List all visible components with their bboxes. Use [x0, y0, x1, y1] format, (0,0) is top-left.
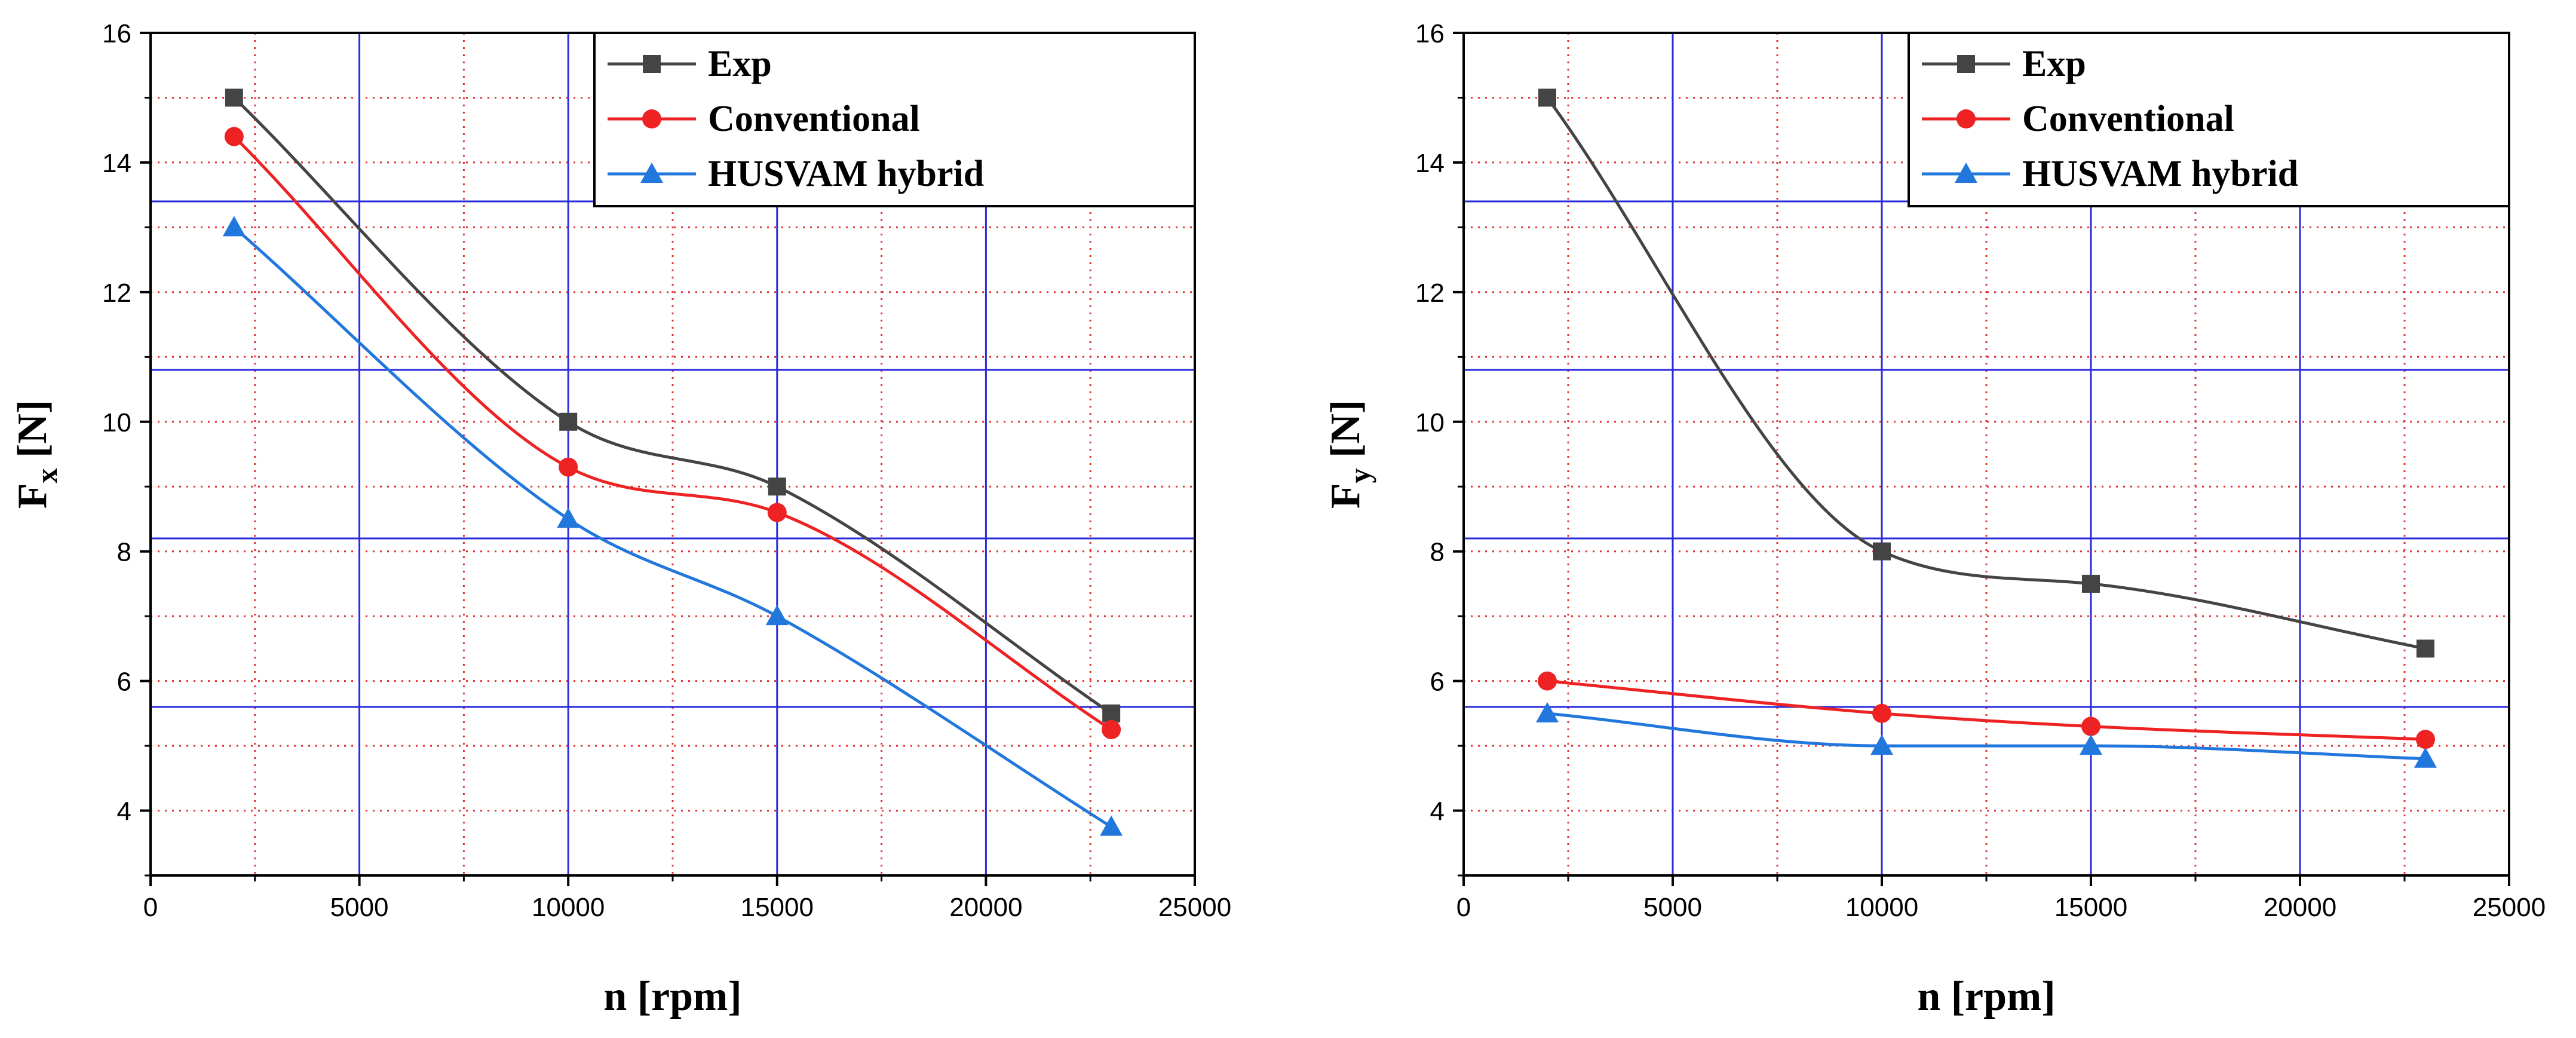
x-tick-label: 5000	[1643, 893, 1702, 922]
series-line	[1547, 712, 2426, 761]
series-line	[233, 226, 1112, 828]
series-exp	[225, 88, 1121, 722]
y-axis-label-main: F	[1323, 483, 1369, 509]
x-tick-label: 25000	[2473, 893, 2546, 922]
x-tick-label: 20000	[949, 893, 1022, 922]
x-tick-label: 10000	[532, 893, 605, 922]
series-line	[1545, 96, 2426, 650]
y-axis-label-sub: y	[1343, 468, 1376, 483]
data-point	[2081, 717, 2100, 736]
data-point	[767, 503, 787, 522]
data-point	[224, 127, 244, 146]
x-tick-label: 0	[143, 893, 158, 922]
legend-marker	[640, 163, 663, 183]
legend-item: Conventional	[608, 99, 920, 139]
data-point	[1102, 704, 1121, 722]
y-tick-label: 14	[1415, 149, 1445, 178]
series-line	[233, 135, 1112, 731]
data-point	[2082, 574, 2100, 593]
legend-item: Exp	[1922, 44, 2086, 84]
legend-label: Exp	[2022, 44, 2086, 84]
y-tick-label: 4	[117, 797, 131, 826]
legend-marker	[1957, 55, 1975, 73]
y-tick-label: 14	[102, 149, 131, 178]
y-axis-label-sub: x	[30, 468, 63, 483]
x-axis-label: n [rpm]	[1917, 973, 2055, 1019]
legend-label: Exp	[708, 44, 772, 84]
y-axis-label: Fy [N]	[1323, 400, 1376, 509]
series-husvam-hybrid	[222, 216, 1123, 836]
left-chart: 0 5000 10000 15000 20000 25000 4 6 8 10 12 14 16 n [r…	[10, 19, 1231, 1019]
series-conventional	[1538, 671, 2435, 749]
data-point	[222, 216, 246, 237]
data-point	[1536, 702, 1559, 722]
y-tick-label: 12	[102, 278, 131, 308]
legend: Exp Conventional HUSVAM hybrid	[1908, 32, 2510, 207]
legend-label: Conventional	[708, 99, 920, 139]
series-exp	[1538, 88, 2434, 658]
legend-item: HUSVAM hybrid	[1922, 154, 2298, 194]
data-point	[557, 507, 580, 528]
x-tick-label: 10000	[1845, 893, 1918, 922]
series-husvam-hybrid	[1536, 702, 2437, 768]
data-point	[559, 457, 578, 477]
right-chart: 0 5000 10000 15000 20000 25000 4 6 8 10 12 14 16 n [r…	[1323, 19, 2546, 1019]
data-point	[2414, 747, 2437, 768]
y-tick-label: 16	[102, 19, 131, 48]
legend-marker	[1955, 163, 1977, 183]
x-axis-label: n [rpm]	[603, 973, 741, 1019]
data-point	[2416, 730, 2435, 749]
x-tick-label: 20000	[2264, 893, 2336, 922]
y-tick-label: 8	[117, 538, 131, 567]
y-tick-label: 4	[1430, 797, 1445, 826]
legend-marker	[643, 55, 661, 73]
data-point	[1870, 734, 1893, 755]
data-point	[1872, 703, 1891, 723]
data-point	[1100, 815, 1123, 836]
data-point	[2416, 639, 2434, 658]
data-point	[559, 412, 578, 431]
y-axis-label-main: F	[10, 483, 56, 509]
y-axis-label: Fx [N]	[10, 400, 63, 509]
legend-item: Exp	[608, 44, 772, 84]
y-tick-label: 16	[1415, 19, 1445, 48]
x-tick-label: 25000	[1158, 893, 1231, 922]
legend-marker	[1956, 109, 1976, 128]
legend-label: HUSVAM hybrid	[2022, 154, 2298, 194]
x-tick-label: 5000	[330, 893, 389, 922]
data-point	[768, 477, 786, 496]
data-point	[1538, 88, 1556, 107]
data-point	[1873, 542, 1891, 561]
y-tick-label: 10	[1415, 408, 1445, 437]
series-line	[1547, 679, 2426, 741]
legend-marker	[642, 109, 661, 128]
y-tick-label: 6	[117, 667, 131, 697]
data-point	[765, 605, 789, 626]
y-tick-label: 10	[102, 408, 131, 437]
legend: Exp Conventional HUSVAM hybrid	[593, 32, 1196, 207]
y-axis-label-unit: [N]	[10, 400, 56, 469]
series-line	[233, 96, 1112, 715]
legend-item: HUSVAM hybrid	[608, 154, 984, 194]
y-tick-label: 12	[1415, 278, 1445, 308]
legend-label: HUSVAM hybrid	[708, 154, 984, 194]
x-tick-label: 15000	[2054, 893, 2127, 922]
data-point	[1538, 671, 1557, 691]
series-conventional	[224, 127, 1121, 739]
x-tick-label: 15000	[741, 893, 814, 922]
y-axis-label-unit: [N]	[1323, 400, 1369, 469]
y-tick-label: 8	[1430, 538, 1445, 567]
y-tick-label: 6	[1430, 667, 1445, 697]
x-tick-label: 0	[1456, 893, 1471, 922]
data-point	[2080, 734, 2102, 755]
data-point	[1102, 719, 1121, 739]
data-point	[225, 88, 243, 107]
legend-label: Conventional	[2022, 99, 2234, 139]
legend-item: Conventional	[1922, 99, 2234, 139]
